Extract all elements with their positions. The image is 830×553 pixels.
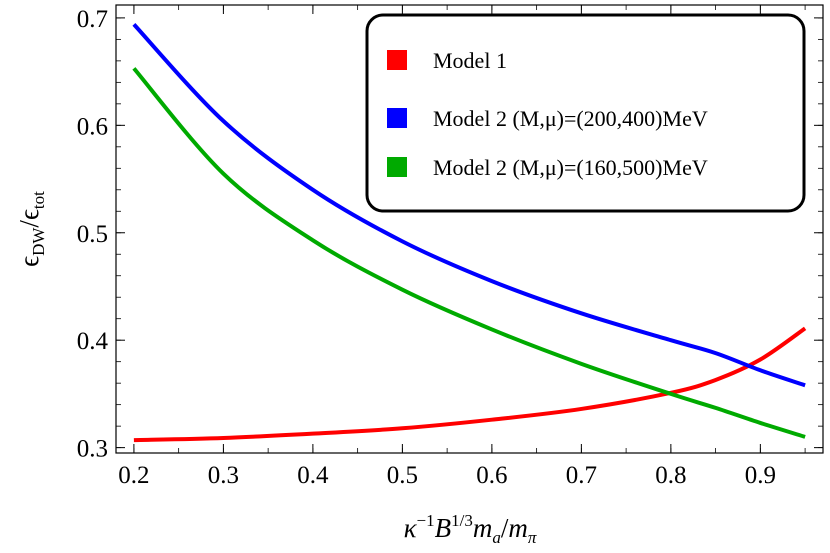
tick-labels: 0.2 0.3 0.4 0.5 0.6 0.7 0.8 0.9 0.3 0.4 0.5 0.6 0.7 <box>77 6 776 489</box>
legend-label-1: Model 1 <box>433 48 507 73</box>
legend-box <box>365 13 806 213</box>
x-tick-label: 0.5 <box>387 462 418 489</box>
x-tick-label: 0.3 <box>208 462 239 489</box>
x-tick-label: 0.8 <box>655 462 686 489</box>
x-tick-label: 0.4 <box>297 462 329 489</box>
series-line-1 <box>133 326 807 443</box>
legend-label-3: Model 2 (M,μ)=(160,500)MeV <box>433 155 708 180</box>
y-tick-label: 0.5 <box>77 221 108 248</box>
series-line-2 <box>132 22 806 388</box>
axis-ticks <box>116 5 823 453</box>
x-axis-label: κ−1B1/3ma/mπ <box>404 511 537 547</box>
series-lines <box>132 22 807 443</box>
y-axis-label: ϵDW/ϵtot <box>14 191 48 267</box>
legend-swatch-1 <box>387 50 407 70</box>
x-tick-label: 0.6 <box>476 462 507 489</box>
y-tick-label: 0.3 <box>77 436 108 463</box>
legend-label-2: Model 2 (M,μ)=(200,400)MeV <box>433 106 708 131</box>
y-tick-label: 0.7 <box>77 6 108 33</box>
legend: Model 1 Model 2 (M,μ)=(200,400)MeV Model 2… <box>365 13 806 213</box>
x-tick-label: 0.9 <box>745 462 776 489</box>
plot-frame <box>115 4 824 454</box>
legend-swatch-2 <box>387 108 407 128</box>
legend-swatch-3 <box>387 157 407 177</box>
x-tick-label: 0.2 <box>118 462 149 489</box>
y-tick-label: 0.4 <box>77 328 109 355</box>
y-tick-label: 0.6 <box>77 113 108 140</box>
series-line-3 <box>132 67 806 439</box>
x-tick-label: 0.7 <box>566 462 597 489</box>
